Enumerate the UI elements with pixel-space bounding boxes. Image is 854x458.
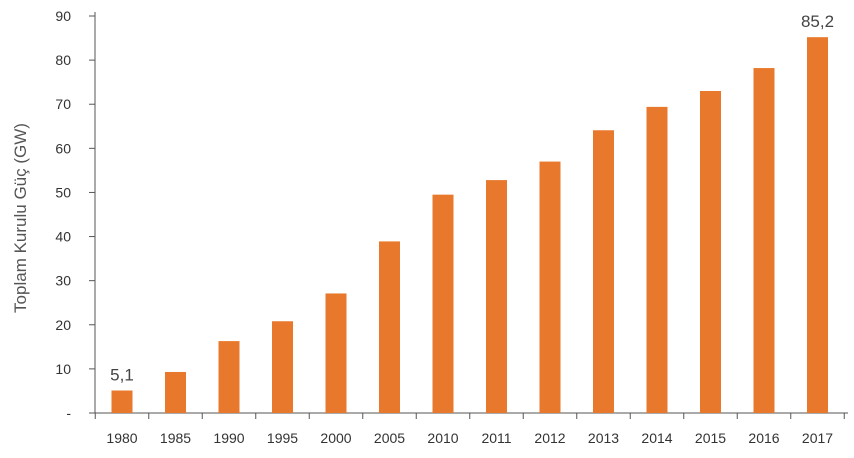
- y-tick-label: 70: [55, 96, 71, 112]
- x-tick-label: 1980: [106, 430, 137, 446]
- x-tick-label: 2010: [427, 430, 458, 446]
- y-tick-label: 30: [55, 273, 71, 289]
- x-tick-label: 1995: [267, 430, 298, 446]
- bar-2010: [432, 194, 454, 413]
- y-tick-label: -: [66, 405, 71, 421]
- y-tick-label: 40: [55, 229, 71, 245]
- x-tick-label: 2013: [588, 430, 619, 446]
- bars: [111, 37, 828, 413]
- bar-2005: [379, 241, 400, 413]
- data-label-1980: 5,1: [110, 366, 134, 385]
- bar-2017: [807, 37, 828, 413]
- x-tick-label: 1990: [213, 430, 244, 446]
- bar-1990: [218, 341, 240, 413]
- bar-1985: [165, 371, 186, 413]
- x-tick-label: 2015: [695, 430, 726, 446]
- x-tick-label: 2000: [320, 430, 351, 446]
- y-axis-title: Toplam Kurulu Güç (GW): [11, 123, 30, 313]
- bar-2016: [753, 68, 775, 413]
- x-axis: 1980 1985 1990 1995 2000 2005 2010 2011 2012 2013…: [94, 412, 848, 446]
- x-tick-label: 2017: [802, 430, 833, 446]
- data-labels: 5,1 85,2: [110, 12, 834, 384]
- bar-2014: [646, 106, 668, 413]
- x-tick-label: 2014: [641, 430, 672, 446]
- y-tick-label: 80: [55, 52, 71, 68]
- bar-1980: [111, 390, 133, 413]
- data-label-2017: 85,2: [801, 12, 834, 31]
- bar-2015: [700, 90, 721, 413]
- bar-2012: [539, 161, 561, 413]
- bar-2011: [486, 180, 507, 413]
- bar-1995: [272, 321, 293, 413]
- y-tick-label: 60: [55, 140, 71, 156]
- y-tick-label: 90: [55, 8, 71, 24]
- y-axis: - 10 20 30 40 50 60 70 80 90: [55, 8, 96, 421]
- x-tick-label: 2012: [534, 430, 565, 446]
- x-tick-label: 2011: [481, 430, 511, 446]
- x-tick-label: 2016: [748, 430, 779, 446]
- y-tick-label: 10: [55, 361, 71, 377]
- bar-2013: [593, 130, 614, 413]
- x-tick-label: 2005: [374, 430, 405, 446]
- y-tick-label: 20: [55, 317, 71, 333]
- bar-2000: [325, 293, 347, 413]
- x-tick-label: 1985: [160, 430, 191, 446]
- y-tick-label: 50: [55, 184, 71, 200]
